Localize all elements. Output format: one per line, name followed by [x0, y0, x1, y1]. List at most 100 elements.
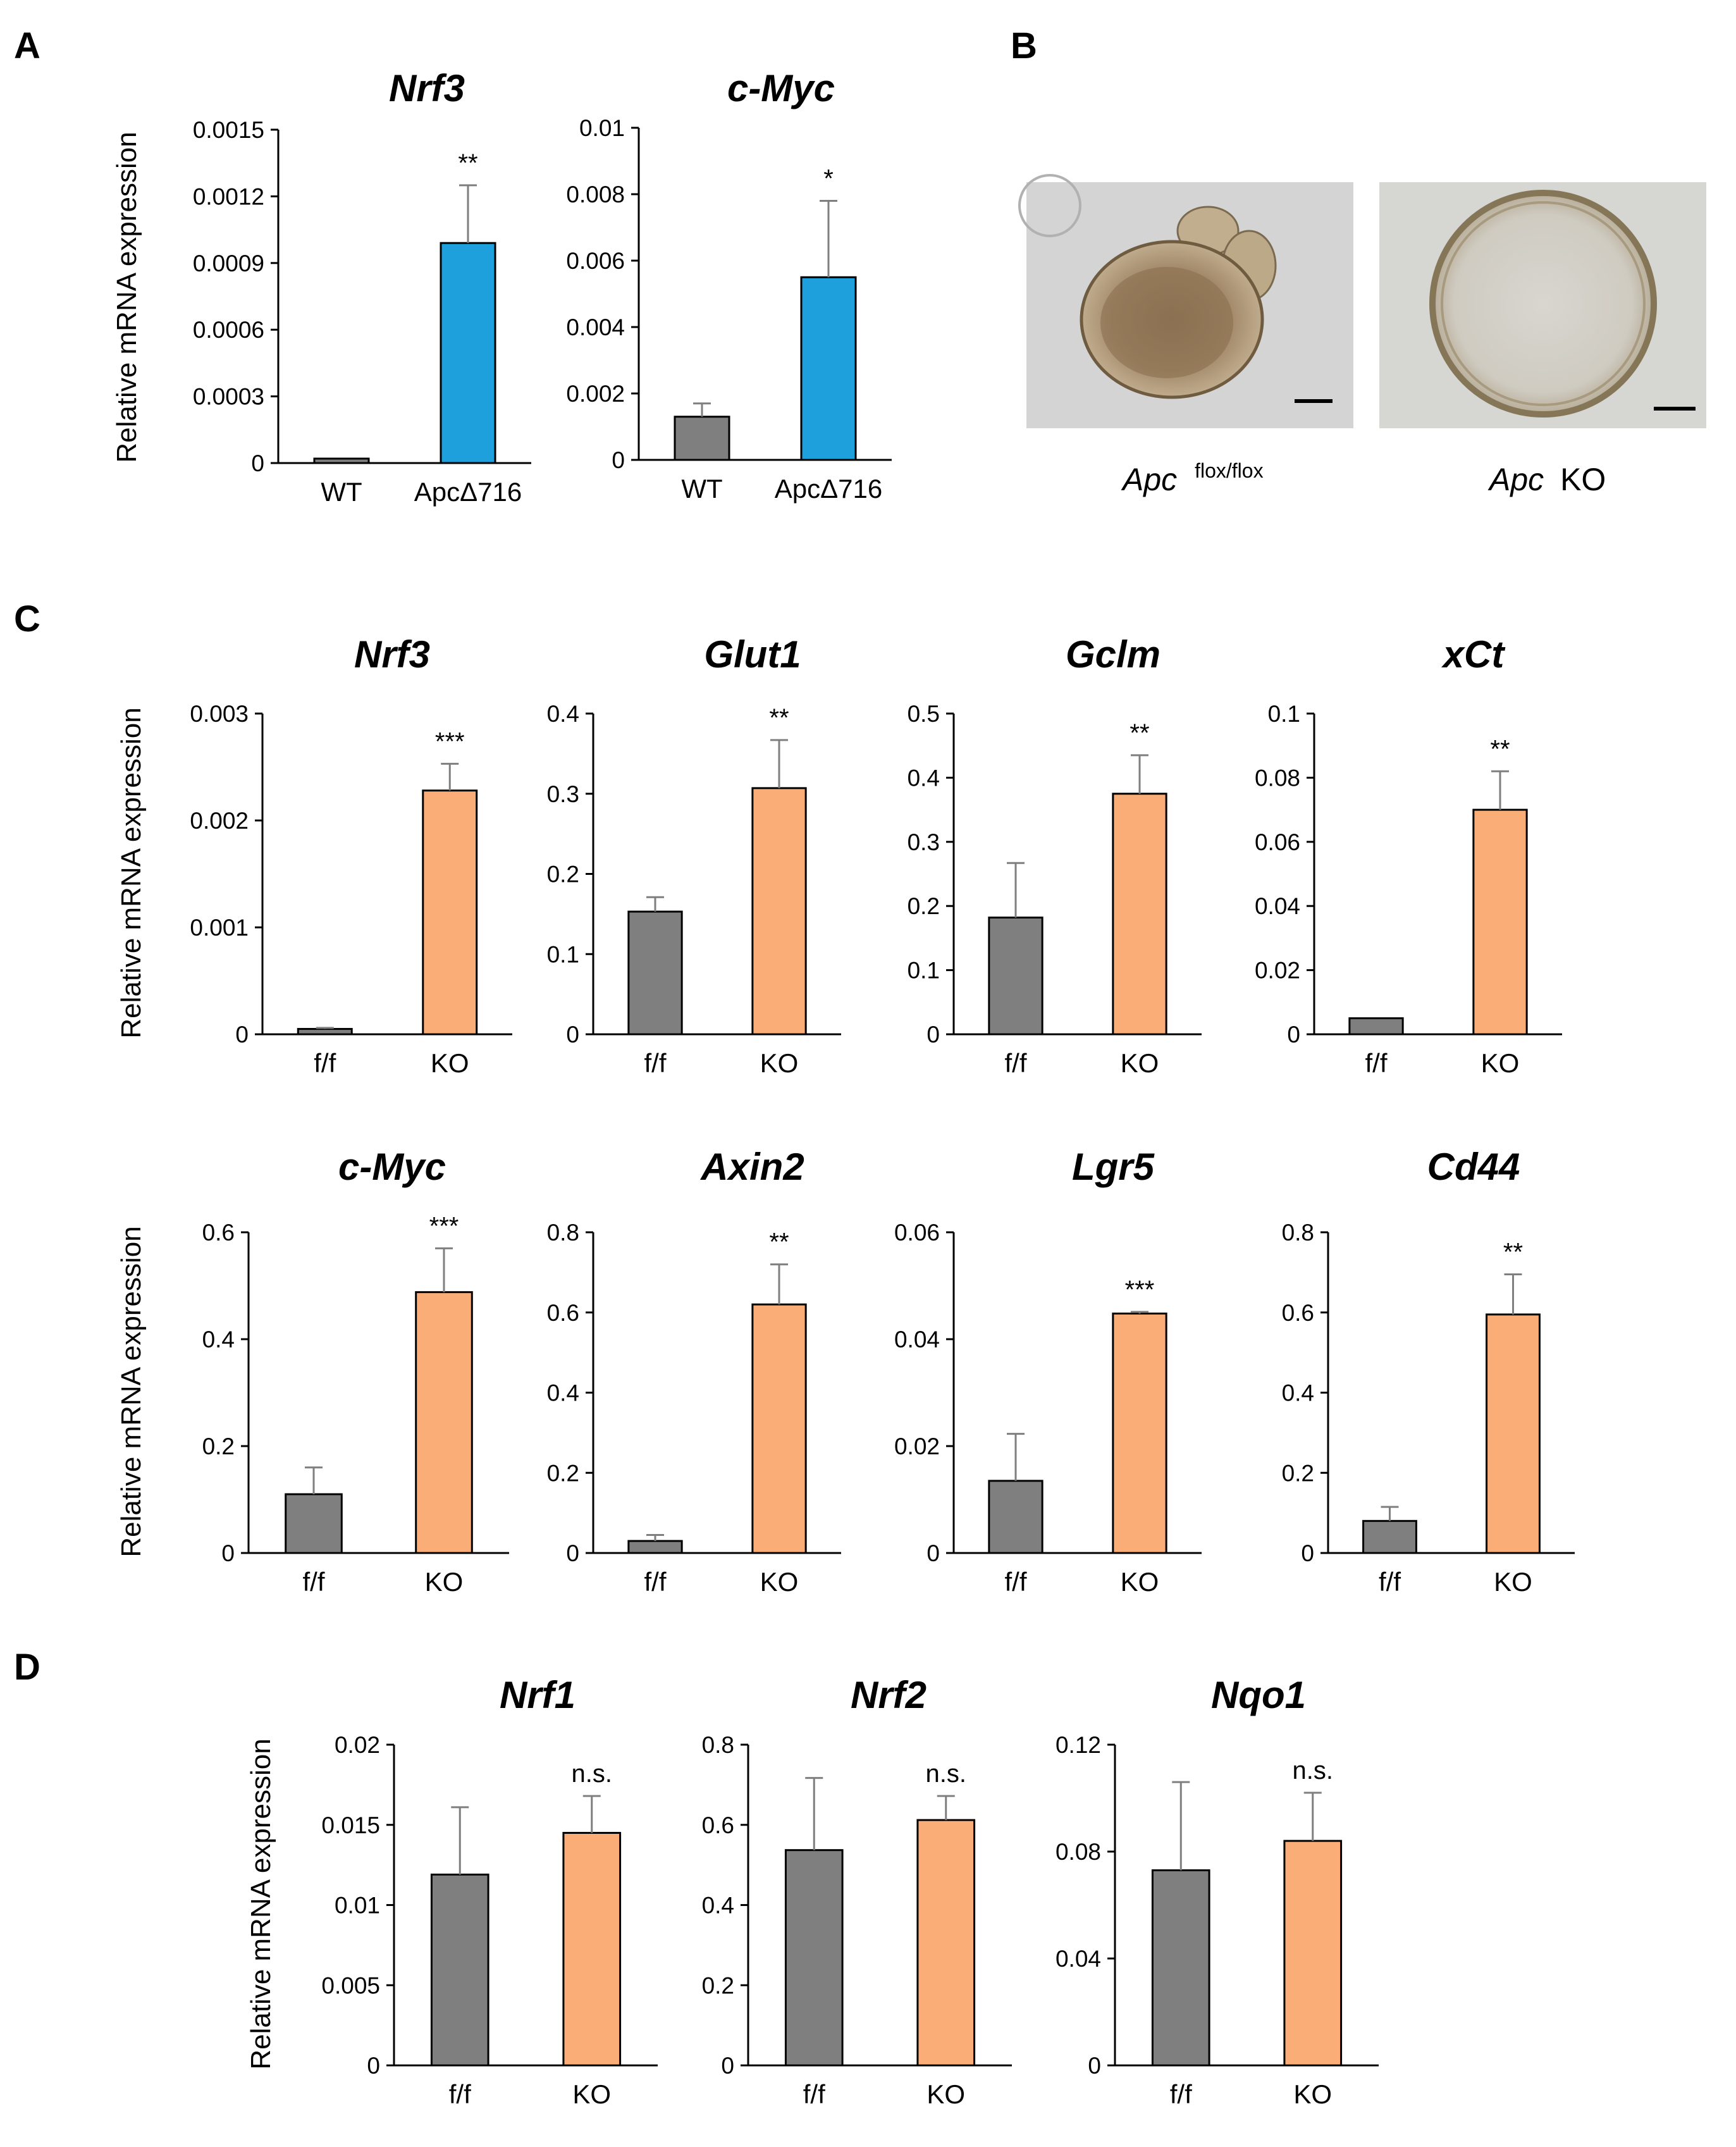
- y-tick-label: 0: [251, 450, 264, 476]
- significance-label: ***: [1125, 1276, 1155, 1304]
- bar: [784, 1849, 844, 2067]
- y-tick-label: 0: [612, 447, 625, 473]
- x-category-label: KO: [1293, 2079, 1332, 2109]
- x-category-label: f/f: [314, 1048, 336, 1078]
- y-tick-label: 0.1: [547, 941, 579, 967]
- x-category-label: f/f: [1170, 2079, 1192, 2109]
- chart-d-nrf2: Nrf2 0 0.2 0.4 0.6 0.8 f/f KO n.s.: [702, 1674, 1012, 2109]
- chart-title: Axin2: [699, 1146, 804, 1188]
- y-tick-label: 0.004: [566, 314, 625, 340]
- y-axis-label: Relative mRNA expression: [245, 1738, 276, 2069]
- chart-title: Nrf1: [500, 1674, 576, 1716]
- chart-title: xCt: [1441, 633, 1506, 676]
- bar: [916, 1819, 976, 2067]
- y-tick-label: 0.2: [547, 862, 579, 888]
- y-tick-label: 0.6: [202, 1220, 235, 1246]
- bar: [800, 276, 857, 461]
- chart-c-axin2: Axin2 0 0.2 0.4 0.6 0.8 f/f KO **: [547, 1146, 841, 1597]
- bar: [1472, 808, 1528, 1036]
- chart-grid: Nrf3 Relative mRNA expression 0 0.0003 0.000…: [111, 67, 1575, 2109]
- panel-b-images: Apc flox/flox Apc KO: [1018, 174, 1706, 497]
- significance-label: n.s.: [926, 1760, 966, 1788]
- x-category-label: f/f: [302, 1567, 324, 1597]
- x-category-label: KO: [431, 1048, 469, 1078]
- bar: [313, 457, 370, 464]
- x-category-label: KO: [926, 2079, 965, 2109]
- y-tick-label: 0.001: [190, 915, 249, 941]
- chart-title: Lgr5: [1072, 1146, 1155, 1188]
- x-category-label: f/f: [1004, 1567, 1026, 1597]
- panel-letter-c: C: [14, 598, 40, 640]
- y-tick-label: 0.02: [335, 1732, 380, 1758]
- chart-c-nrf3: Nrf3 Relative mRNA expression 0 0.001 0.002 0…: [116, 633, 512, 1078]
- bar: [988, 1480, 1043, 1554]
- bar: [627, 910, 683, 1036]
- x-category-label: f/f: [644, 1048, 666, 1078]
- bar: [1486, 1313, 1541, 1554]
- y-axis-label: Relative mRNA expression: [116, 1226, 147, 1557]
- bar: [1112, 1312, 1167, 1554]
- significance-label: *: [823, 165, 834, 193]
- x-category-label: KO: [760, 1048, 799, 1078]
- y-tick-label: 0.08: [1056, 1839, 1101, 1865]
- y-tick-label: 0.006: [566, 248, 625, 274]
- bar: [285, 1493, 343, 1554]
- panel-letter-a: A: [14, 25, 40, 66]
- bar: [627, 1540, 683, 1554]
- y-tick-label: 0.1: [1268, 701, 1300, 727]
- organoid-right-cyst: [1429, 190, 1657, 418]
- x-category-label: KO: [1494, 1567, 1532, 1597]
- y-tick-label: 0.4: [702, 1893, 734, 1919]
- y-tick-label: 0.002: [190, 808, 249, 834]
- chart-c-xct: xCt 0 0.02 0.04 0.06 0.08 0.1 f/f KO **: [1255, 633, 1562, 1078]
- x-category-label: f/f: [1379, 1567, 1401, 1597]
- y-tick-label: 0.0006: [193, 317, 264, 343]
- chart-c-cmyc: c-Myc Relative mRNA expression 0 0.2 0.4 0.6 f…: [116, 1146, 509, 1597]
- chart-c-cd44: Cd44 0 0.2 0.4 0.6 0.8 f/f KO **: [1282, 1146, 1575, 1597]
- y-tick-label: 0.3: [908, 829, 940, 855]
- bar: [751, 1303, 807, 1554]
- significance-label: ***: [435, 727, 465, 755]
- y-tick-label: 0.005: [321, 1972, 380, 1998]
- y-tick-label: 0.0009: [193, 251, 264, 276]
- y-tick-label: 0.2: [908, 893, 940, 919]
- significance-label: **: [769, 704, 789, 732]
- significance-label: **: [769, 1228, 789, 1256]
- bar: [1348, 1017, 1404, 1036]
- y-tick-label: 0.01: [335, 1893, 380, 1919]
- bar: [674, 416, 730, 461]
- significance-label: **: [1130, 719, 1149, 747]
- y-tick-label: 0: [1301, 1540, 1314, 1566]
- x-category-label: KO: [572, 2079, 611, 2109]
- y-tick-label: 0.3: [547, 781, 579, 807]
- chart-title: Cd44: [1427, 1146, 1520, 1188]
- chart-title: c-Myc: [338, 1146, 446, 1188]
- y-tick-label: 0.2: [1282, 1460, 1314, 1486]
- y-tick-label: 0.4: [547, 1380, 579, 1406]
- scale-bar-right: [1654, 407, 1696, 411]
- bar: [751, 787, 807, 1036]
- photo-left-caption-gene: Apc: [1121, 462, 1177, 497]
- y-tick-label: 0.015: [321, 1812, 380, 1838]
- bar: [422, 789, 478, 1036]
- significance-label: **: [1503, 1239, 1523, 1266]
- y-tick-label: 0: [221, 1540, 235, 1566]
- y-tick-label: 0.8: [1282, 1220, 1314, 1246]
- x-category-label: KO: [1121, 1048, 1159, 1078]
- y-tick-label: 0.2: [702, 1972, 734, 1998]
- y-tick-label: 0.008: [566, 182, 625, 207]
- chart-title: Nrf3: [389, 67, 465, 109]
- y-tick-label: 0.04: [1056, 1946, 1101, 1972]
- bar: [562, 1831, 622, 2067]
- organoid-right-cyst-inner: [1441, 201, 1646, 406]
- scale-bar-left: [1295, 399, 1333, 403]
- y-tick-label: 0.0012: [193, 183, 264, 209]
- y-tick-label: 0.5: [908, 701, 940, 727]
- y-tick-label: 0.8: [702, 1732, 734, 1758]
- y-axis-label: Relative mRNA expression: [116, 707, 147, 1038]
- y-tick-label: 0.4: [547, 701, 579, 727]
- y-tick-label: 0.6: [702, 1812, 734, 1838]
- y-tick-label: 0.003: [190, 701, 249, 727]
- y-tick-label: 0.08: [1255, 765, 1300, 791]
